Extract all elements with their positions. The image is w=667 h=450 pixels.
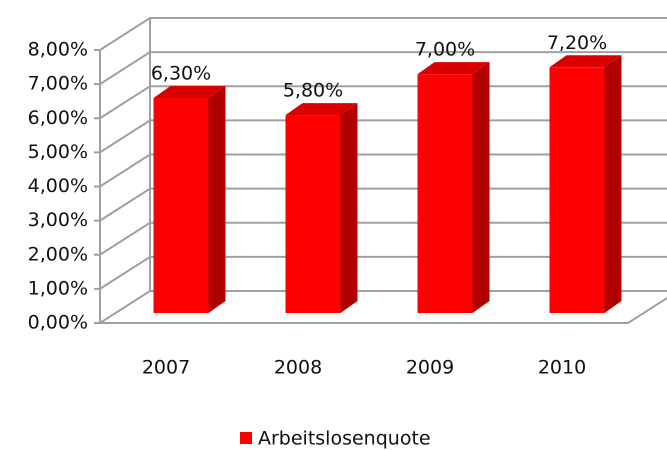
bar-side — [208, 86, 226, 313]
bar-front — [285, 115, 341, 313]
bar — [417, 62, 490, 313]
bar-top — [549, 55, 622, 68]
bar-front — [153, 98, 209, 313]
bar-top — [285, 103, 358, 116]
legend-label: Arbeitslosenquote — [258, 428, 431, 450]
bar-top — [153, 86, 226, 99]
data-label: 6,30% — [151, 63, 211, 85]
x-tick-label: 2010 — [538, 357, 586, 379]
y-tick-label: 5,00% — [28, 141, 88, 163]
bar-side — [472, 62, 490, 313]
floor-edge — [100, 296, 667, 324]
bar — [153, 86, 226, 313]
x-tick-label: 2008 — [274, 357, 322, 379]
bar-side — [340, 103, 358, 313]
y-tick-label: 2,00% — [28, 243, 88, 265]
y-tick-label: 7,00% — [28, 73, 88, 95]
bar — [285, 103, 358, 313]
bar-side — [604, 55, 622, 314]
y-tick-label: 8,00% — [28, 39, 88, 61]
grid-line — [99, 85, 667, 120]
y-tick-label: 6,00% — [28, 107, 88, 129]
data-label: 7,20% — [547, 32, 607, 54]
grid-line — [99, 187, 667, 222]
bar-top — [417, 62, 490, 75]
y-tick-label: 3,00% — [28, 209, 88, 231]
bar-front — [549, 67, 605, 313]
grid-line — [99, 255, 667, 290]
x-tick-label: 2009 — [406, 357, 454, 379]
grid-line — [99, 221, 667, 256]
bar-front — [417, 74, 473, 313]
y-tick-label: 1,00% — [28, 277, 88, 299]
data-label: 7,00% — [415, 39, 475, 61]
bar — [549, 55, 622, 314]
data-label: 5,80% — [283, 80, 343, 102]
grid-line — [99, 119, 667, 154]
grid-line — [99, 153, 667, 188]
y-tick-label: 0,00% — [28, 312, 88, 334]
grid-line — [99, 17, 667, 51]
x-tick-label: 2007 — [142, 357, 190, 379]
legend-swatch — [240, 432, 252, 444]
y-tick-label: 4,00% — [28, 175, 88, 197]
grid-line — [99, 290, 667, 324]
grid-line — [99, 51, 667, 85]
